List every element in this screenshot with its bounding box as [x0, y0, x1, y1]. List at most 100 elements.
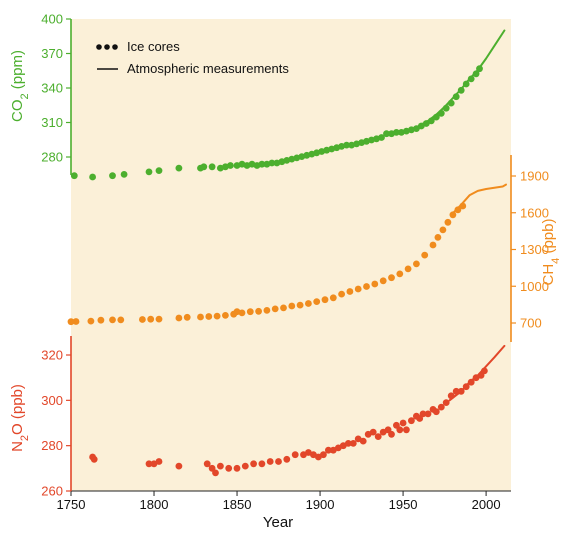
ch4-ice-core-point	[439, 226, 447, 234]
co2-axis-title-sub: 2	[19, 93, 31, 99]
n2o-ice-core-point	[442, 399, 450, 406]
co2-ice-core-point	[89, 173, 96, 181]
co2-ice-core-point	[145, 168, 153, 176]
legend-ice-cores: Ice cores	[127, 39, 180, 54]
ch4-ice-core-point	[72, 318, 80, 325]
ch4-ice-core-point	[238, 309, 246, 317]
ch4-ice-core-point	[305, 300, 312, 307]
n2o-ice-core-point	[349, 440, 357, 447]
co2-ice-core-point	[472, 70, 480, 78]
ch4-ice-core-point	[139, 316, 146, 323]
n2o-ice-core-point	[325, 446, 332, 454]
n2o-ice-core-point	[291, 451, 299, 459]
x-tick-label: 1800	[140, 497, 169, 512]
n2o-ice-core-point	[250, 460, 257, 468]
n2o-ice-core-point	[452, 387, 460, 395]
co2-ice-core-point	[70, 172, 78, 180]
co2-ice-core-point	[452, 93, 460, 101]
ch4-ice-core-point	[371, 280, 379, 288]
n2o-ice-core-point	[403, 426, 410, 434]
ch4-ice-core-point	[222, 312, 229, 319]
co2-axis-title-main: CO	[9, 99, 26, 122]
ch4-ice-core-point	[388, 274, 395, 282]
x-tick-label: 1850	[223, 497, 252, 512]
n2o-axis-title-main: N	[9, 441, 26, 452]
ch4-ice-core-point	[197, 313, 204, 321]
n2o-y-tick-label: 300	[41, 393, 63, 408]
n2o-axis-title-unit: O (ppb)	[9, 384, 26, 435]
n2o-ice-core-point	[275, 458, 282, 465]
n2o-ice-core-point	[408, 417, 415, 425]
ch4-y-tick-label: 1300	[520, 242, 549, 257]
co2-y-tick-label: 340	[41, 81, 63, 96]
ch4-ice-core-point	[288, 302, 296, 310]
co2-ice-core-point	[447, 99, 455, 107]
ch4-ice-core-point	[449, 211, 457, 219]
ch4-axis-title-main: CH	[540, 264, 557, 286]
n2o-y-tick-label: 280	[41, 438, 63, 453]
co2-ice-core-point	[383, 130, 390, 138]
ch4-y-tick-label: 1600	[520, 205, 549, 220]
n2o-ice-core-point	[419, 410, 427, 418]
co2-ice-core-point	[227, 162, 234, 169]
n2o-ice-core-point	[217, 462, 224, 470]
co2-ice-core-point	[462, 80, 470, 88]
ch4-ice-core-point	[313, 298, 321, 305]
co2-ice-core-point	[208, 163, 216, 171]
ch4-ice-core-point	[354, 285, 362, 293]
ch4-ice-core-point	[346, 288, 354, 295]
n2o-ice-core-point	[266, 458, 274, 465]
co2-ice-core-point	[476, 65, 483, 73]
co2-y-tick-label: 310	[41, 115, 63, 130]
n2o-ice-core-point	[212, 469, 219, 477]
co2-ice-core-point	[175, 164, 183, 172]
co2-ice-core-point	[422, 120, 430, 127]
ch4-ice-core-point	[459, 202, 467, 210]
legend-dots-marker	[96, 44, 118, 50]
n2o-ice-core-point	[258, 460, 266, 468]
n2o-ice-core-point	[90, 455, 98, 463]
n2o-ice-core-point	[344, 440, 352, 447]
co2-ice-core-point	[120, 171, 128, 178]
n2o-axis-title: N2O (ppb)	[9, 384, 31, 452]
ch4-ice-core-point	[444, 218, 452, 226]
co2-ice-core-point	[268, 159, 276, 167]
co2-ice-core-point	[393, 129, 400, 136]
n2o-ice-core-point	[374, 433, 382, 440]
n2o-axis-title-sub: 2	[19, 435, 31, 441]
n2o-ice-core-point	[359, 437, 367, 445]
n2o-ice-core-point	[481, 367, 488, 375]
n2o-ice-core-point	[233, 464, 241, 472]
ch4-ice-core-point	[246, 308, 254, 316]
x-axis-title: Year	[263, 514, 293, 531]
ch4-ice-core-point	[263, 307, 271, 314]
ch4-ice-core-point	[338, 290, 345, 298]
ch4-ice-core-point	[87, 317, 95, 325]
x-tick-label: 1750	[57, 497, 86, 512]
n2o-ice-core-point	[399, 419, 407, 427]
co2-y-tick-label: 370	[41, 46, 63, 61]
ch4-ice-core-point	[255, 307, 262, 315]
co2-ice-core-point	[378, 134, 385, 141]
ch4-ice-core-point	[175, 314, 183, 322]
ch4-axis-title-unit: (ppb)	[540, 219, 557, 258]
ch4-ice-core-point	[429, 241, 437, 249]
n2o-y-tick-label: 320	[41, 348, 63, 363]
ch4-ice-core-point	[363, 283, 370, 290]
ch4-ice-core-point	[321, 296, 329, 304]
ch4-ice-core-point	[147, 315, 155, 323]
co2-ice-core-point	[200, 163, 208, 171]
ch4-ice-core-point	[421, 251, 429, 259]
ch4-ice-core-point	[404, 265, 412, 273]
co2-y-tick-label: 280	[41, 150, 63, 165]
ch4-ice-core-point	[97, 316, 105, 324]
co2-y-tick-label: 400	[41, 12, 63, 27]
plot-background	[71, 19, 511, 491]
ch4-ice-core-point	[109, 316, 116, 324]
n2o-ice-core-point	[369, 428, 377, 436]
legend-atmospheric: Atmospheric measurements	[127, 61, 289, 76]
n2o-ice-core-point	[424, 410, 432, 418]
n2o-ice-core-point	[225, 464, 233, 472]
ch4-ice-core-point	[434, 234, 442, 241]
